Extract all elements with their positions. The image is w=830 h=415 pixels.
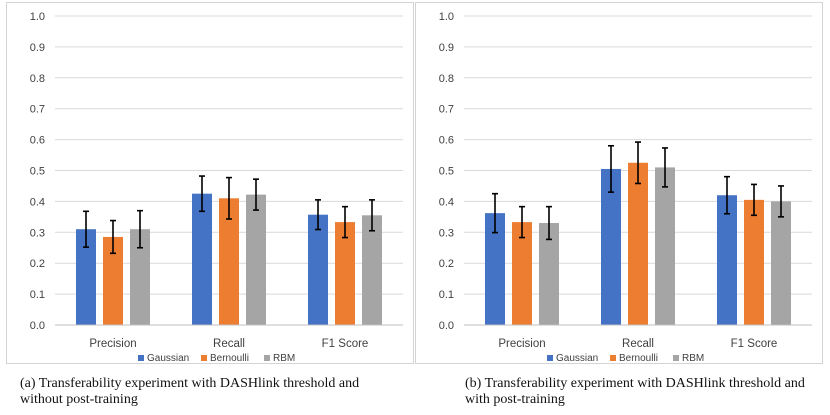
- caption-label-b: (b): [465, 376, 482, 391]
- legend-label-bernoulli: Bernoulli: [210, 353, 249, 363]
- bar-gaussian-recall: [192, 193, 212, 325]
- legend-swatch-bernoulli: [201, 355, 207, 361]
- bar-chart-a: 0.0 0.1 0.2 0.3 0.4 0.5 0.6 0.7 0.8 0.9 1.0 Precisi…: [30, 11, 403, 363]
- y-tick-label: 1.0: [439, 11, 454, 23]
- y-tick-label: 0.1: [439, 289, 454, 301]
- y-tick-label: 0.2: [30, 258, 45, 270]
- y-tick-label: 0.4: [30, 196, 45, 208]
- y-tick-label: 0.0: [439, 320, 454, 332]
- legend-swatch-rbm: [264, 355, 270, 361]
- caption-text-a: Transferability experiment with DASHlink…: [20, 376, 360, 407]
- bar-gaussian-precision: [485, 213, 505, 325]
- y-tick-label: 0.3: [439, 227, 454, 239]
- bar-gaussian-f1-score: [308, 214, 328, 325]
- bar-rbm-recall: [246, 194, 266, 325]
- bar-rbm-recall: [655, 167, 675, 325]
- bar-bernoulli-recall: [219, 198, 239, 325]
- chart-panel-a: 0.0 0.1 0.2 0.3 0.4 0.5 0.6 0.7 0.8 0.9 1.0 Precisi…: [6, 2, 414, 364]
- y-tick-label: 0.0: [30, 320, 45, 332]
- caption-label-a: (a): [20, 376, 36, 391]
- x-tick-label: Recall: [213, 338, 245, 350]
- legend-swatch-gaussian: [138, 355, 144, 361]
- bar-rbm-f1-score: [771, 201, 791, 325]
- bar-rbm-f1-score: [362, 215, 382, 325]
- y-tick-label: 0.5: [439, 166, 454, 178]
- y-tick-label: 0.6: [439, 135, 454, 147]
- bar-chart-b: 0.0 0.1 0.2 0.3 0.4 0.5 0.6 0.7 0.8 0.9 1.0 Precisi…: [439, 11, 812, 363]
- bar-gaussian-precision: [76, 229, 96, 325]
- bar-bernoulli-recall: [628, 162, 648, 325]
- chart-panel-b: 0.0 0.1 0.2 0.3 0.4 0.5 0.6 0.7 0.8 0.9 1.0 Precisi…: [415, 2, 823, 364]
- legend-label-gaussian: Gaussian: [556, 353, 598, 363]
- legend-swatch-rbm: [673, 355, 679, 361]
- caption-text-b: Transferability experiment with DASHlink…: [465, 376, 805, 407]
- bar-gaussian-f1-score: [717, 195, 737, 325]
- y-tick-label: 0.3: [30, 227, 45, 239]
- x-tick-label: F1 Score: [731, 338, 778, 350]
- legend-label-rbm: RBM: [273, 353, 295, 363]
- legend-swatch-gaussian: [547, 355, 553, 361]
- y-tick-label: 0.9: [30, 42, 45, 54]
- y-tick-label: 0.7: [439, 104, 454, 116]
- y-tick-label: 0.1: [30, 289, 45, 301]
- y-tick-label: 0.6: [30, 135, 45, 147]
- bar-rbm-precision: [539, 223, 559, 325]
- x-tick-label: Recall: [622, 338, 654, 350]
- figure-caption-a: (a) Transferability experiment with DASH…: [20, 376, 400, 408]
- legend-swatch-bernoulli: [610, 355, 616, 361]
- bar-bernoulli-f1-score: [744, 199, 764, 325]
- legend-label-bernoulli: Bernoulli: [619, 353, 658, 363]
- figure-caption-b: (b) Transferability experiment with DASH…: [465, 376, 815, 408]
- bar-bernoulli-f1-score: [335, 222, 355, 325]
- legend-label-gaussian: Gaussian: [147, 353, 189, 363]
- y-tick-label: 0.5: [30, 166, 45, 178]
- x-tick-label: Precision: [498, 338, 545, 350]
- y-tick-label: 0.4: [439, 196, 454, 208]
- x-tick-label: F1 Score: [322, 338, 369, 350]
- y-tick-label: 0.8: [30, 73, 45, 85]
- y-tick-label: 0.7: [30, 104, 45, 116]
- y-tick-label: 0.9: [439, 42, 454, 54]
- y-tick-label: 0.2: [439, 258, 454, 270]
- x-tick-label: Precision: [89, 338, 136, 350]
- y-tick-label: 0.8: [439, 73, 454, 85]
- bar-rbm-precision: [130, 229, 150, 325]
- bar-gaussian-recall: [601, 168, 621, 325]
- legend-label-rbm: RBM: [682, 353, 704, 363]
- y-tick-label: 1.0: [30, 11, 45, 23]
- bar-bernoulli-precision: [103, 236, 123, 325]
- bar-bernoulli-precision: [512, 222, 532, 325]
